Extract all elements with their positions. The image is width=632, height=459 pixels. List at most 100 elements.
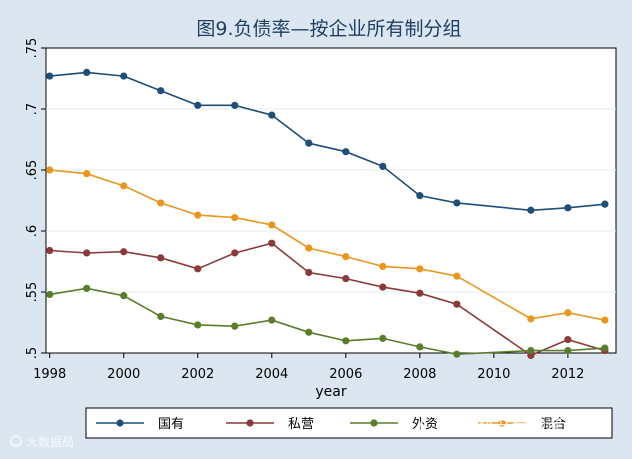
legend-label: 国有	[158, 417, 184, 432]
data-point	[305, 244, 313, 252]
data-point	[83, 68, 91, 76]
data-point	[83, 170, 91, 178]
data-point	[342, 148, 350, 156]
legend-swatch-marker	[370, 419, 378, 427]
data-point	[46, 166, 54, 174]
wechat-icon	[420, 415, 440, 435]
data-point	[527, 346, 535, 355]
data-point	[416, 289, 424, 297]
y-tick-label: .75	[25, 38, 40, 59]
x-tick-label: 2002	[181, 367, 214, 382]
data-point	[194, 321, 202, 329]
data-point	[157, 312, 165, 320]
plot-area	[45, 47, 617, 354]
watermark-right-text: 浙商资产金融评论	[444, 417, 580, 437]
data-point	[342, 337, 350, 345]
x-tick-label: 2008	[403, 367, 436, 382]
data-point	[379, 283, 387, 291]
data-point	[453, 350, 461, 358]
data-point	[601, 316, 609, 324]
data-point	[268, 316, 276, 324]
data-point	[305, 268, 313, 277]
data-point	[83, 249, 91, 257]
data-point	[342, 253, 350, 261]
legend-swatch-marker	[498, 419, 506, 427]
x-tick-label: 2010	[477, 367, 510, 382]
x-tick-label: 2000	[107, 367, 140, 382]
data-point	[379, 334, 387, 342]
legend-item: 国有	[96, 417, 184, 432]
watermark-logo-icon	[10, 435, 22, 447]
x-tick-label: 2004	[255, 367, 288, 382]
data-point	[305, 139, 313, 147]
data-point	[342, 274, 350, 283]
data-point	[268, 239, 276, 247]
y-tick-label: .7	[25, 103, 40, 115]
data-point	[305, 328, 313, 336]
legend-swatch-marker	[246, 419, 254, 427]
data-point	[120, 292, 128, 300]
series-3	[46, 166, 609, 324]
data-point	[83, 284, 91, 292]
data-point	[120, 182, 128, 190]
legend: 国有 私营 外资 混合	[85, 407, 613, 439]
legend-item: 私营	[226, 417, 314, 432]
x-tick-label: 2006	[329, 367, 362, 382]
data-point	[601, 344, 609, 352]
y-tick-label: .55	[25, 282, 40, 303]
data-point	[157, 199, 165, 207]
data-series	[46, 68, 609, 360]
legend-label: 私营	[288, 417, 314, 432]
legend-label: 外资	[412, 417, 438, 432]
data-point	[157, 254, 165, 262]
data-point	[268, 221, 276, 229]
x-axis-label: year	[315, 384, 346, 400]
watermark-left: 大数据局	[10, 434, 74, 449]
data-point	[527, 315, 535, 323]
data-point	[527, 206, 535, 214]
data-point	[120, 72, 128, 80]
data-point	[416, 192, 424, 200]
x-tick-label: 1998	[33, 367, 66, 382]
legend-item: 混合	[478, 417, 566, 432]
data-point	[453, 272, 461, 280]
data-point	[231, 213, 239, 222]
data-point	[194, 211, 202, 219]
series-2	[46, 284, 609, 358]
y-tick-label: .5	[25, 347, 40, 359]
data-point	[416, 265, 424, 273]
axes: .5 .55 .6 .65 .7 .75 1998 2000 2002 2004 2006 2008 2…	[25, 38, 584, 382]
data-point	[564, 335, 572, 344]
data-point	[268, 111, 276, 119]
y-tick-label: .65	[25, 160, 40, 181]
grid-lines	[46, 108, 616, 293]
watermark-left-text: 大数据局	[26, 434, 74, 449]
data-point	[379, 262, 387, 270]
data-point	[46, 72, 54, 80]
legend-swatch-marker	[116, 419, 124, 427]
data-point	[453, 199, 461, 207]
data-point	[46, 290, 54, 299]
data-point	[46, 246, 54, 255]
legend-item: 外资	[350, 417, 438, 432]
data-point	[564, 204, 572, 212]
series-0	[46, 68, 609, 214]
y-tick-label: .6	[25, 225, 40, 237]
data-point	[231, 249, 239, 257]
data-point	[194, 265, 202, 273]
data-point	[453, 300, 461, 308]
data-point	[601, 200, 609, 208]
data-point	[564, 346, 572, 355]
chart-title: 图9.负债率—按企业所有制分组	[196, 18, 461, 40]
data-point	[379, 162, 387, 170]
data-point	[564, 309, 572, 317]
data-point	[416, 343, 424, 351]
x-tick-label: 2012	[551, 367, 584, 382]
data-point	[194, 101, 202, 109]
data-point	[157, 87, 165, 95]
legend-label: 混合	[540, 417, 566, 432]
data-point	[231, 322, 239, 330]
data-point	[120, 248, 128, 256]
watermark-right: 浙商资产金融评论	[420, 415, 580, 437]
